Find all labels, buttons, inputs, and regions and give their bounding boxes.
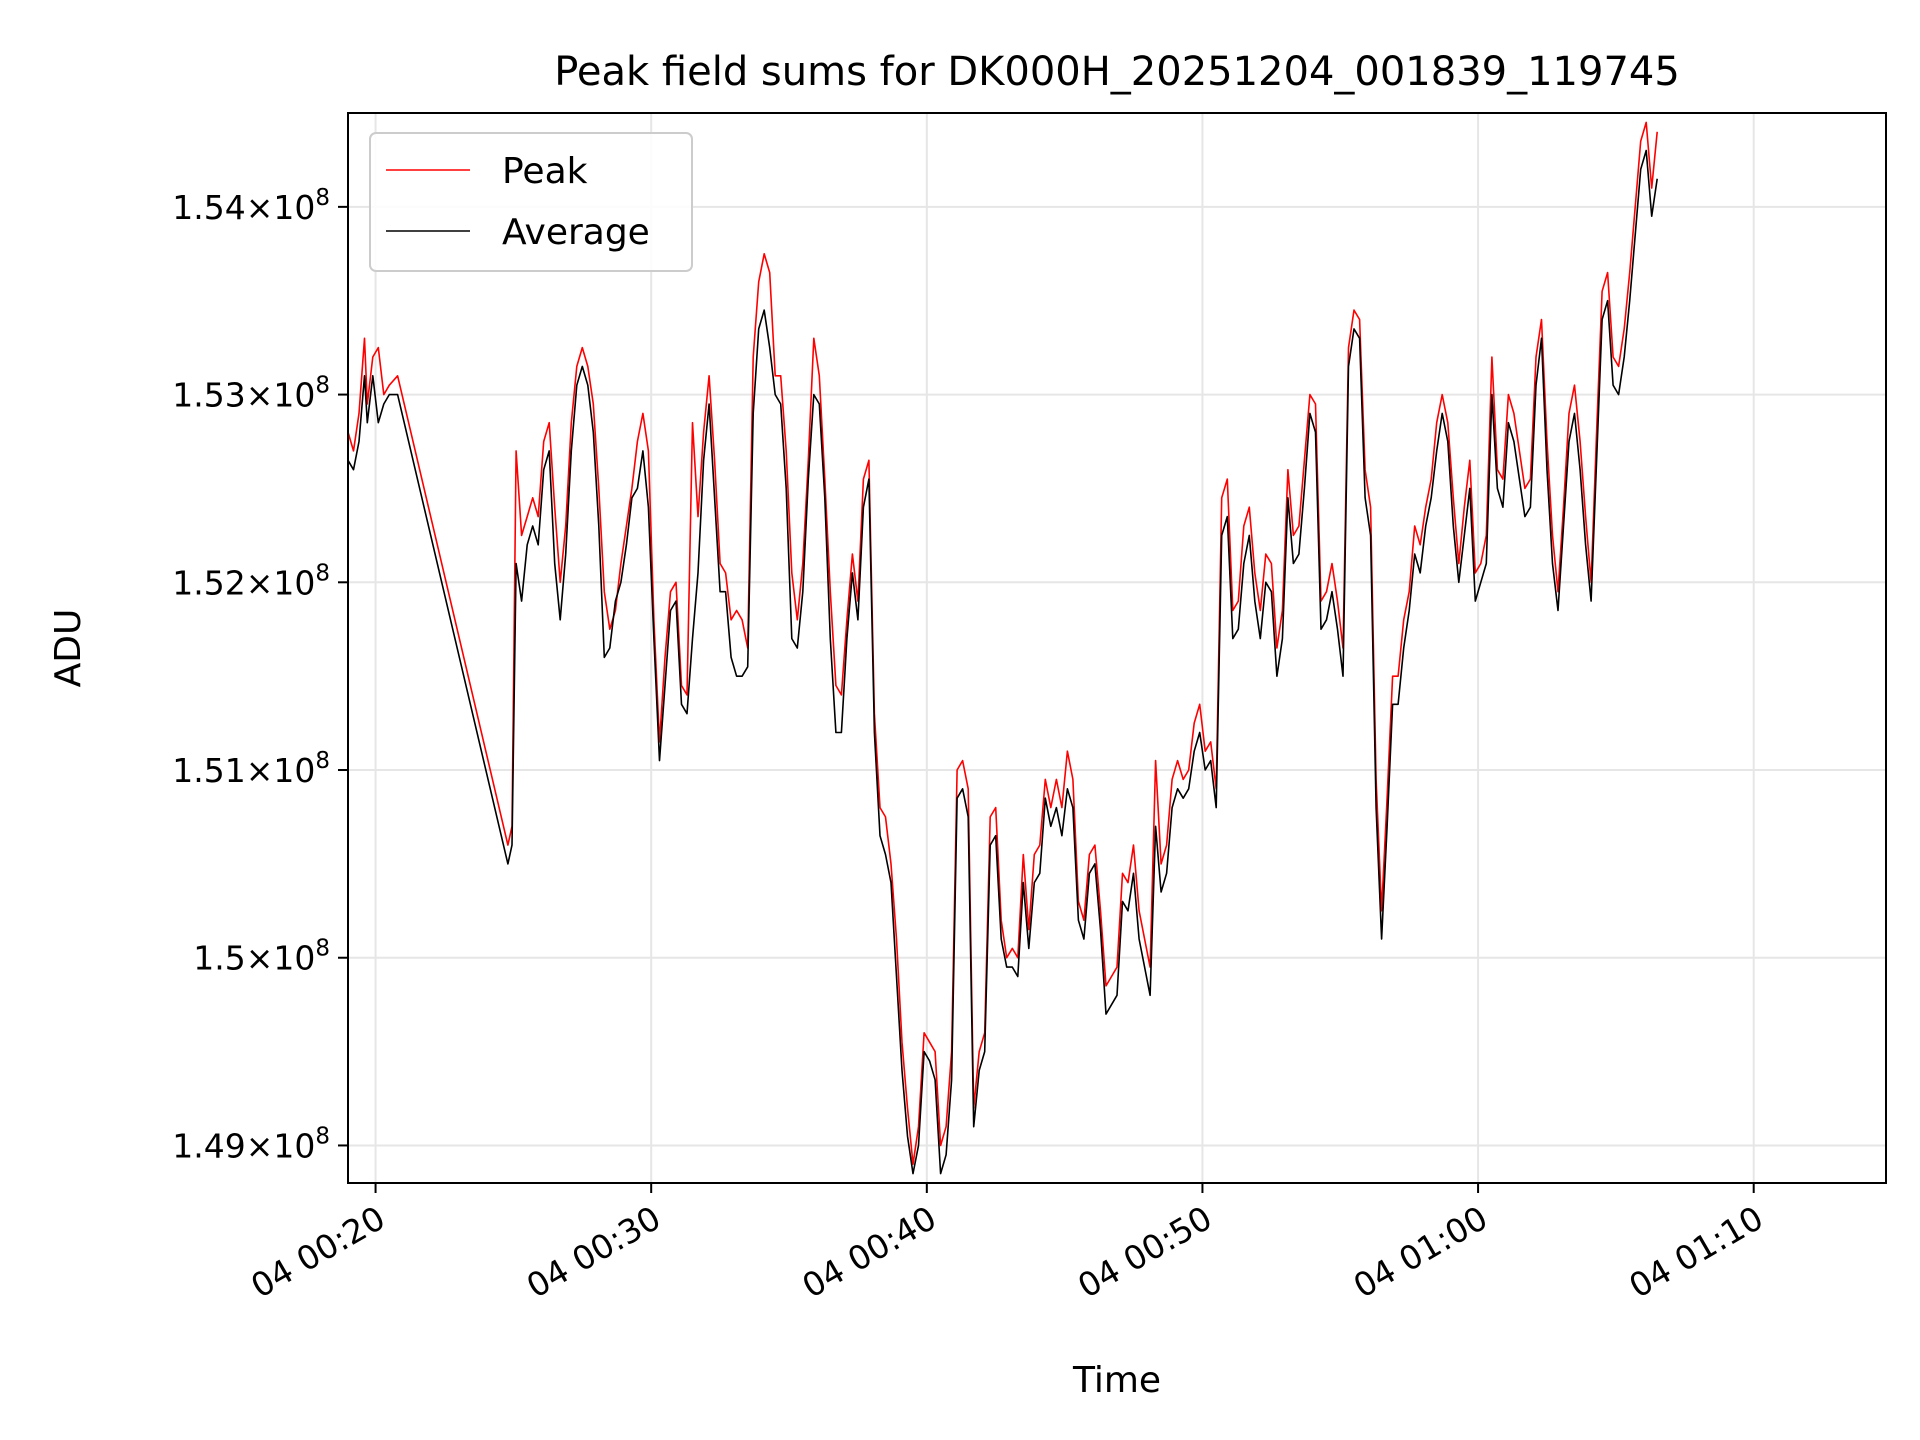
y-tick-label: 1.49×108	[172, 1123, 330, 1165]
plot-frame	[347, 112, 1887, 1184]
y-tick-label: 1.53×108	[172, 373, 330, 415]
legend-label: Average	[502, 212, 650, 253]
chart-title: Peak field sums for DK000H_20251204_0018…	[554, 49, 1680, 95]
grid	[348, 113, 1886, 1183]
y-tick-label: 1.51×108	[172, 748, 330, 790]
y-tick-label: 1.52×108	[172, 560, 330, 602]
y-tick-label: 1.54×108	[172, 185, 330, 227]
y-axis: 1.49×108 1.5×108 1.51×108 1.52×108 1.53×108 1…	[172, 185, 348, 1165]
x-axis-label: Time	[1072, 1360, 1161, 1401]
y-axis-label: ADU	[48, 609, 89, 688]
series-line-average	[347, 149, 1658, 1175]
legend-label: Peak	[502, 151, 588, 192]
legend: Peak Average	[369, 132, 693, 272]
series-line-peak	[347, 121, 1658, 1165]
series-lines	[347, 121, 1658, 1175]
y-tick-label: 1.5×108	[193, 936, 330, 978]
legend-box	[369, 132, 693, 272]
